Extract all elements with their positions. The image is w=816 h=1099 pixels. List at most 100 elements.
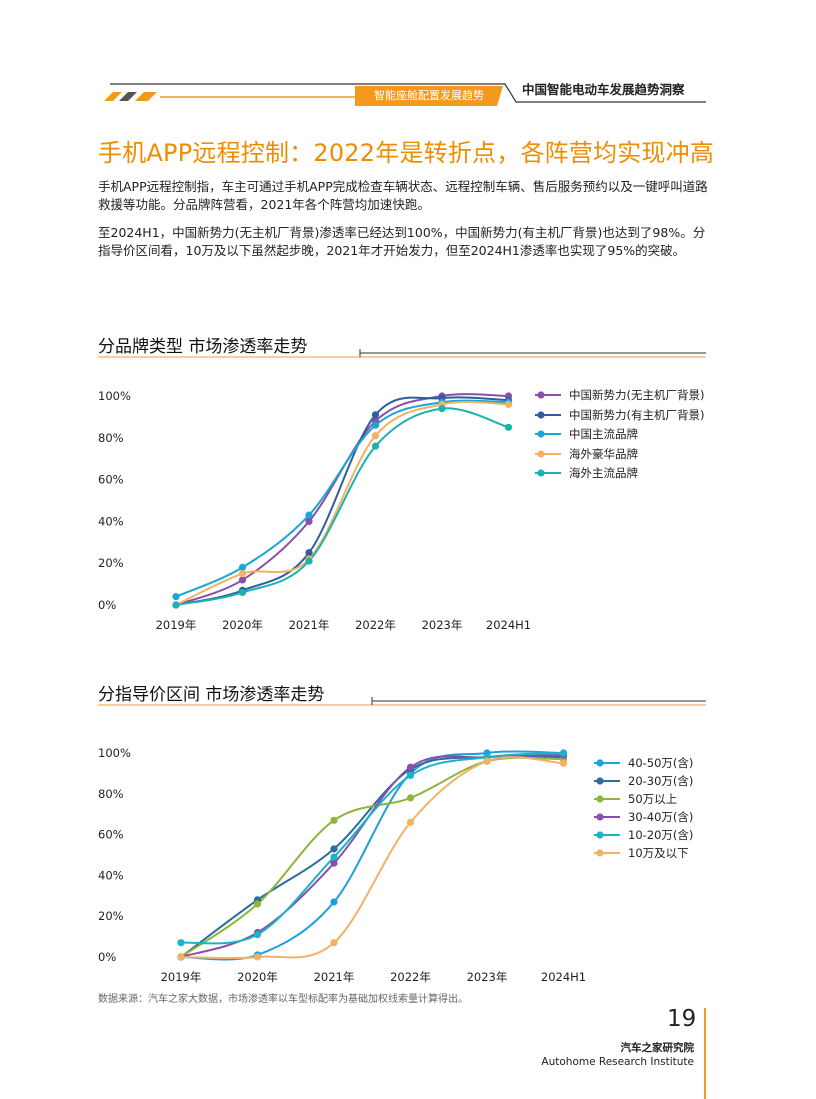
page-number: 19: [667, 1006, 697, 1032]
legend-label: 海外主流品牌: [569, 466, 638, 480]
data-point: [238, 576, 247, 584]
data-point: [559, 759, 568, 767]
series-line: [180, 750, 564, 961]
x-tick-label: 2022年: [355, 618, 396, 632]
y-tick-label: 40%: [98, 514, 124, 528]
legend-swatch: [594, 831, 620, 839]
y-tick-label: 0%: [98, 598, 116, 612]
y-tick-label: 80%: [98, 431, 124, 445]
legend-label: 10万及以下: [628, 846, 689, 860]
x-tick-label: 2024H1: [541, 970, 586, 984]
data-point: [330, 845, 338, 853]
data-point: [238, 570, 247, 578]
intro-paragraph: 手机APP远程控制指，车主可通过手机APP完成检查车辆状态、远程控制车辆、售后服…: [98, 179, 708, 212]
y-tick-label: 60%: [98, 828, 124, 842]
legend-label: 中国主流品牌: [569, 427, 638, 441]
y-tick-label: 40%: [98, 868, 124, 882]
y-tick-label: 100%: [98, 389, 131, 403]
y-tick-label: 80%: [98, 787, 124, 801]
header-stripe-3: [135, 92, 157, 101]
data-point: [177, 953, 185, 961]
data-point: [253, 900, 262, 908]
legend-swatch: [594, 795, 620, 803]
x-tick-label: 2021年: [289, 618, 330, 632]
y-tick-label: 60%: [98, 473, 124, 487]
header-report-title: 中国智能电动车发展趋势洞察: [522, 82, 685, 97]
x-tick-label: 2023年: [467, 970, 508, 984]
data-point: [330, 816, 338, 824]
y-tick-label: 0%: [98, 950, 116, 964]
y-tick-label: 20%: [98, 909, 124, 923]
x-tick-label: 2021年: [314, 970, 355, 984]
data-point: [305, 549, 313, 557]
chart2-title-rule: [98, 697, 706, 706]
series-line: [180, 755, 564, 958]
data-point: [406, 818, 415, 826]
x-tick-label: 2022年: [390, 970, 431, 984]
chart1-title: 分品牌类型 市场渗透率走势: [98, 337, 308, 357]
series-line: [175, 396, 509, 606]
legend-label: 40-50万(含): [628, 756, 694, 770]
data-point: [330, 853, 338, 861]
x-tick-label: 2020年: [222, 618, 263, 632]
chart1-legend: 中国新势力(无主机厂背景) 中国新势力(有主机厂背景) 中国主流品牌 海外豪华品牌 海外…: [533, 386, 713, 496]
data-point: [371, 421, 380, 429]
data-point: [305, 517, 313, 525]
x-tick-label: 2024H1: [486, 618, 531, 632]
data-point: [330, 859, 338, 867]
data-point: [238, 563, 247, 571]
data-point: [371, 411, 380, 419]
data-point: [406, 771, 415, 780]
data-point: [504, 423, 513, 431]
legend-swatch: [594, 777, 620, 785]
data-point: [559, 749, 568, 757]
y-tick-label: 20%: [98, 556, 124, 570]
page-title: 手机APP远程控制：2022年是转折点，各阵营均实现冲高: [98, 139, 715, 167]
series-line: [180, 754, 564, 958]
x-tick-label: 2019年: [161, 970, 202, 984]
data-point: [371, 442, 380, 450]
legend-swatch: [594, 759, 620, 767]
header-stripe-2: [119, 92, 137, 101]
data-point: [330, 898, 338, 906]
data-point: [406, 763, 415, 771]
footer-accent-bar: [704, 1008, 706, 1099]
x-tick-label: 2019年: [156, 618, 197, 632]
y-tick-label: 100%: [98, 746, 131, 760]
header-section-tab: [355, 86, 503, 106]
legend-label: 10-20万(含): [628, 828, 694, 842]
data-point: [253, 930, 262, 939]
legend-label: 海外豪华品牌: [569, 446, 638, 461]
series-line: [180, 756, 564, 958]
legend-swatch: [535, 430, 561, 438]
header-stripe-1: [104, 92, 122, 101]
data-point: [406, 794, 415, 802]
data-point: [177, 939, 185, 947]
legend-label: 50万以上: [628, 792, 678, 806]
header-line: [110, 83, 706, 103]
data-point: [253, 953, 262, 961]
header-section-label: 智能座舱配置发展趋势: [374, 89, 484, 102]
legend-swatch: [594, 849, 620, 857]
legend-label: 中国新势力(有主机厂背景): [569, 407, 705, 422]
data-point: [371, 432, 380, 440]
data-point: [172, 593, 180, 601]
header-decoration: [104, 83, 706, 106]
institute-name-cn: 汽车之家研究院: [620, 1042, 695, 1054]
chart1-title-rule: [98, 349, 706, 358]
legend-swatch: [535, 410, 561, 419]
data-point: [305, 557, 313, 565]
legend-label: 中国新势力(无主机厂背景): [569, 388, 705, 402]
data-point: [172, 601, 180, 609]
chart2-title: 分指导价区间 市场渗透率走势: [98, 685, 325, 705]
legend-label: 30-40万(含): [628, 810, 694, 824]
data-point: [330, 939, 338, 947]
legend-swatch: [535, 449, 561, 458]
summary-paragraph: 至2024H1，中国新势力(无主机厂背景)渗透率已经达到100%，中国新势力(有…: [98, 225, 706, 258]
data-point: [438, 404, 446, 413]
chart2-plot: 0% 20% 40% 60% 80% 100% 2019年 2020年 2021年 2022年 20…: [98, 746, 586, 984]
data-point: [305, 511, 313, 519]
data-point: [504, 400, 513, 408]
data-point: [483, 757, 491, 765]
data-source-note: 数据来源：汽车之家大数据，市场渗透率以车型标配率为基础加权线索量计算得出。: [98, 994, 468, 1005]
